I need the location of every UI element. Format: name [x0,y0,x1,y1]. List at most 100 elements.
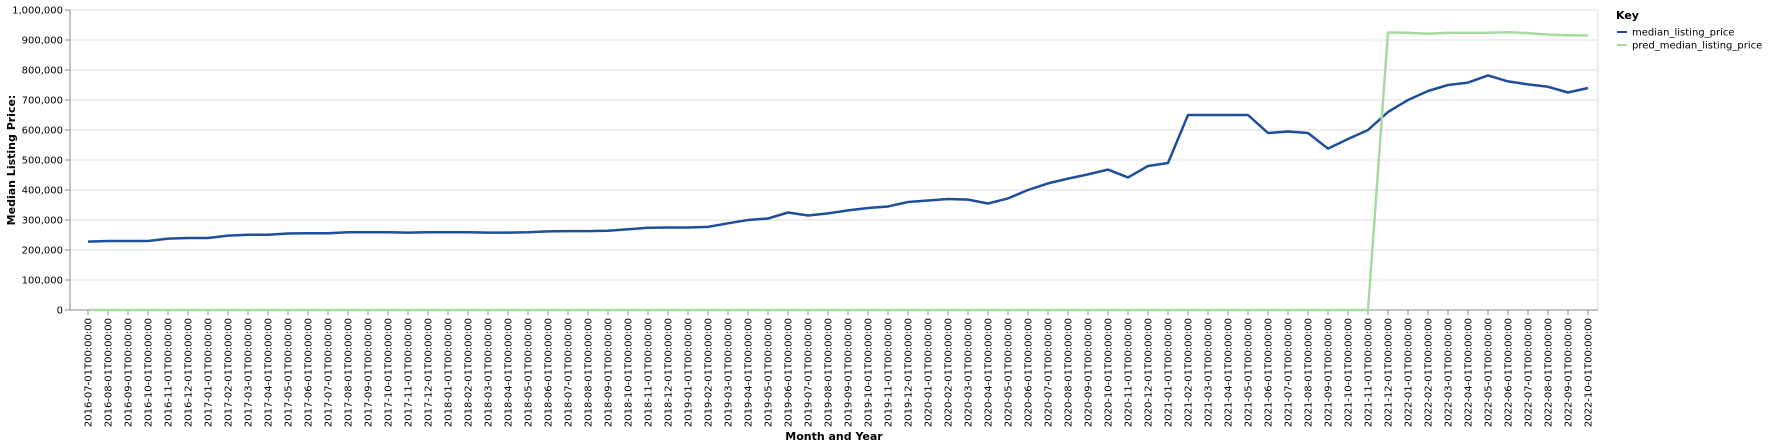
x-tick-label: 2019-11-01T00:00:00 [884,318,895,427]
data-point-pred_median_listing_price [267,309,269,311]
data-point-median_listing_price [207,237,209,239]
legend-label: median_listing_price [1632,28,1735,39]
x-tick-label: 2019-06-01T00:00:00 [784,318,795,427]
data-point-pred_median_listing_price [1267,309,1269,311]
data-point-pred_median_listing_price [367,309,369,311]
data-point-median_listing_price [507,231,509,233]
data-point-pred_median_listing_price [1487,32,1489,34]
x-tick-label: 2017-12-01T00:00:00 [424,318,435,427]
x-tick-label: 2022-01-01T00:00:00 [1404,318,1415,427]
x-tick-label: 2022-10-01T00:00:00 [1584,318,1595,427]
data-point-pred_median_listing_price [627,309,629,311]
x-tick-label: 2020-03-01T00:00:00 [964,318,975,427]
x-tick-label: 2019-08-01T00:00:00 [824,318,835,427]
x-axis: 2016-07-01T00:00:00 2016-08-01T00:00:00 20… [70,310,1598,427]
data-point-median_listing_price [1187,114,1189,116]
data-point-pred_median_listing_price [1107,309,1109,311]
data-point-pred_median_listing_price [387,309,389,311]
data-point-median_listing_price [367,231,369,233]
data-point-median_listing_price [247,234,249,236]
data-point-pred_median_listing_price [547,309,549,311]
y-tick-label: 500,000 [22,156,63,167]
x-tick-label: 2017-06-01T00:00:00 [304,318,315,427]
data-point-median_listing_price [647,227,649,229]
data-point-pred_median_listing_price [1147,309,1149,311]
data-point-pred_median_listing_price [1087,309,1089,311]
x-tick-label: 2016-12-01T00:00:00 [184,318,195,427]
data-point-median_listing_price [307,232,309,234]
data-point-pred_median_listing_price [1227,309,1229,311]
data-point-median_listing_price [1307,132,1309,134]
data-point-median_listing_price [267,234,269,236]
x-tick-label: 2020-11-01T00:00:00 [1124,318,1135,427]
data-point-median_listing_price [107,240,109,242]
data-point-pred_median_listing_price [447,309,449,311]
data-point-median_listing_price [1067,177,1069,179]
data-point-pred_median_listing_price [207,309,209,311]
x-tick-label: 2017-08-01T00:00:00 [344,318,355,427]
x-tick-label: 2018-03-01T00:00:00 [484,318,495,427]
data-point-pred_median_listing_price [767,309,769,311]
data-point-pred_median_listing_price [527,309,529,311]
data-point-median_listing_price [287,232,289,234]
x-tick-label: 2021-12-01T00:00:00 [1384,318,1395,427]
data-point-median_listing_price [1567,91,1569,93]
data-point-median_listing_price [1207,114,1209,116]
x-tick-label: 2021-03-01T00:00:00 [1204,318,1215,427]
data-point-pred_median_listing_price [847,309,849,311]
data-point-median_listing_price [1447,84,1449,86]
x-tick-label: 2018-10-01T00:00:00 [624,318,635,427]
x-tick-label: 2022-05-01T00:00:00 [1484,318,1495,427]
data-point-pred_median_listing_price [327,309,329,311]
data-point-pred_median_listing_price [1167,309,1169,311]
x-tick-label: 2022-04-01T00:00:00 [1464,318,1475,427]
x-tick-label: 2020-05-01T00:00:00 [1004,318,1015,427]
data-point-median_listing_price [567,230,569,232]
data-point-pred_median_listing_price [1247,309,1249,311]
x-tick-label: 2016-09-01T00:00:00 [124,318,135,427]
data-point-median_listing_price [1027,189,1029,191]
x-tick-label: 2018-06-01T00:00:00 [544,318,555,427]
data-point-pred_median_listing_price [1067,309,1069,311]
data-point-pred_median_listing_price [1527,32,1529,34]
data-point-median_listing_price [727,222,729,224]
x-tick-label: 2021-09-01T00:00:00 [1324,318,1335,427]
data-point-pred_median_listing_price [727,309,729,311]
x-tick-label: 2019-02-01T00:00:00 [704,318,715,427]
y-axis-title: Median Listing Price: [5,95,18,226]
data-point-pred_median_listing_price [1467,32,1469,34]
data-point-pred_median_listing_price [487,309,489,311]
data-point-pred_median_listing_price [1007,309,1009,311]
data-point-median_listing_price [947,198,949,200]
x-tick-label: 2018-12-01T00:00:00 [664,318,675,427]
x-tick-label: 2022-03-01T00:00:00 [1444,318,1455,427]
data-point-pred_median_listing_price [827,309,829,311]
x-tick-label: 2019-07-01T00:00:00 [804,318,815,427]
data-point-median_listing_price [867,207,869,209]
data-point-median_listing_price [1167,162,1169,164]
legend-entries: median_listing_price pred_median_listing_… [1617,28,1762,52]
data-point-median_listing_price [967,198,969,200]
data-point-median_listing_price [1427,90,1429,92]
x-tick-label: 2020-02-01T00:00:00 [944,318,955,427]
x-tick-label: 2017-04-01T00:00:00 [264,318,275,427]
y-tick-label: 700,000 [22,96,63,107]
data-point-pred_median_listing_price [107,309,109,311]
data-point-pred_median_listing_price [247,309,249,311]
y-tick-label: 600,000 [22,126,63,137]
data-point-pred_median_listing_price [127,309,129,311]
data-point-pred_median_listing_price [1207,309,1209,311]
x-tick-label: 2017-05-01T00:00:00 [284,318,295,427]
x-tick-label: 2021-11-01T00:00:00 [1364,318,1375,427]
data-point-pred_median_listing_price [147,309,149,311]
x-tick-label: 2019-09-01T00:00:00 [844,318,855,427]
data-point-median_listing_price [987,202,989,204]
x-tick-label: 2017-11-01T00:00:00 [404,318,415,427]
y-tick-label: 100,000 [22,276,63,287]
data-point-median_listing_price [1327,147,1329,149]
data-point-median_listing_price [907,201,909,203]
x-tick-label: 2016-11-01T00:00:00 [164,318,175,427]
x-axis-title: Month and Year [785,430,883,443]
data-point-median_listing_price [1127,176,1129,178]
data-point-median_listing_price [1267,132,1269,134]
